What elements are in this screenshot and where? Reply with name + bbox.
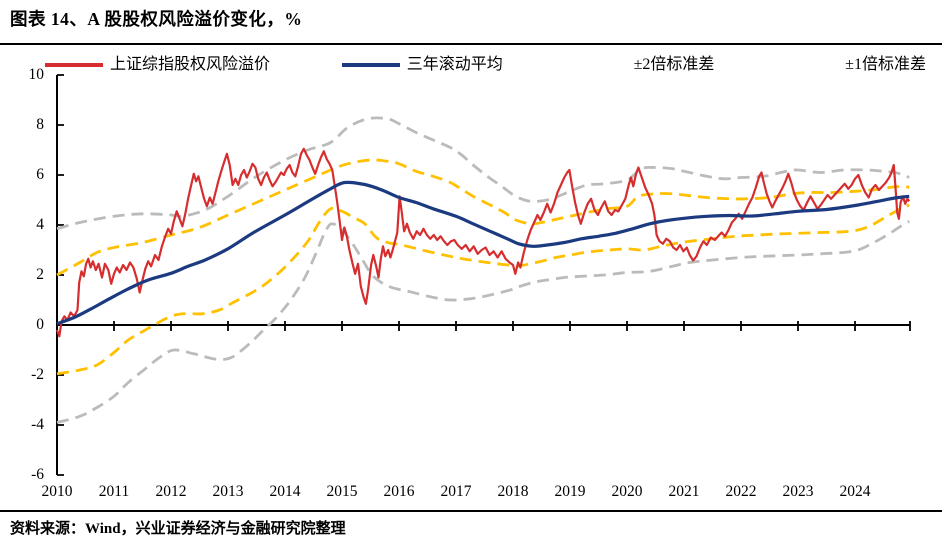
axis-lines	[56, 75, 910, 475]
x-axis-tick-label: 2013	[212, 483, 244, 500]
y-axis-tick-label: -2	[31, 366, 44, 383]
legend-solid-line-swatch	[45, 63, 103, 67]
x-axis-tick-label: 2022	[725, 483, 757, 500]
legend-item-1sd: ±1倍标准差	[786, 57, 926, 73]
x-axis-tick-label: 2011	[98, 483, 130, 500]
y-axis-tick-label: -4	[31, 416, 44, 433]
series-minus1sd-line	[56, 203, 910, 376]
y-axis-tick-label: 4	[36, 216, 44, 233]
series-erp-line	[55, 147, 911, 338]
legend-item-2sd: ±2倍标准差	[575, 57, 715, 73]
y-axis-tick-label: 6	[36, 166, 44, 183]
y-axis-tick-label: 10	[28, 66, 45, 83]
series-rolling3y-line	[56, 180, 910, 326]
x-axis-tick-label: 2016	[383, 483, 415, 500]
x-axis-tick-label: 2019	[554, 483, 586, 500]
legend-item-label: ±1倍标准差	[845, 56, 926, 73]
x-axis-tick-label: 2012	[155, 483, 187, 500]
title-divider-line	[0, 43, 942, 45]
legend-item-label: ±2倍标准差	[633, 56, 715, 73]
legend-item-label: 上证综指股权风险溢价	[110, 56, 271, 73]
x-axis-tick-label: 2014	[269, 483, 301, 500]
series-plus1sd-line	[56, 158, 910, 277]
x-axis-tick-marks	[113, 321, 911, 331]
x-axis-tick-label: 2020	[611, 483, 643, 500]
legend-item-label: 三年滚动平均	[406, 56, 503, 73]
chart-legend: 上证综指股权风险溢价 三年滚动平均 ±2倍标准差 ±1倍标准差	[45, 54, 926, 76]
x-axis-tick-label: 2023	[782, 483, 814, 500]
legend-item-rolling-mean: 三年滚动平均	[341, 56, 503, 73]
x-axis-tick-label: 2021	[668, 483, 700, 500]
x-axis-tick-label: 2015	[326, 483, 358, 500]
footer-divider-line	[0, 510, 942, 512]
x-axis-tick-label: 2024	[839, 483, 871, 500]
y-axis-tick-label: -6	[31, 466, 44, 483]
x-axis-tick-label: 2018	[497, 483, 529, 500]
series-minus2sd-line	[56, 220, 910, 424]
chart-title: 图表 14、A 股股权风险溢价变化，%	[10, 9, 303, 29]
y-axis-tick-label: 8	[36, 116, 44, 133]
legend-solid-line-swatch	[341, 63, 400, 67]
x-axis-tick-label: 2010	[41, 483, 73, 500]
y-axis-tick-label: 0	[36, 316, 44, 333]
x-axis-tick-label: 2017	[440, 483, 472, 500]
series-plus2sd-line	[56, 116, 910, 231]
y-axis-tick-label: 2	[36, 266, 44, 283]
legend-item-erp: 上证综指股权风险溢价	[45, 57, 270, 73]
source-note: 资料来源：Wind，兴业证券经济与金融研究院整理	[10, 521, 346, 537]
